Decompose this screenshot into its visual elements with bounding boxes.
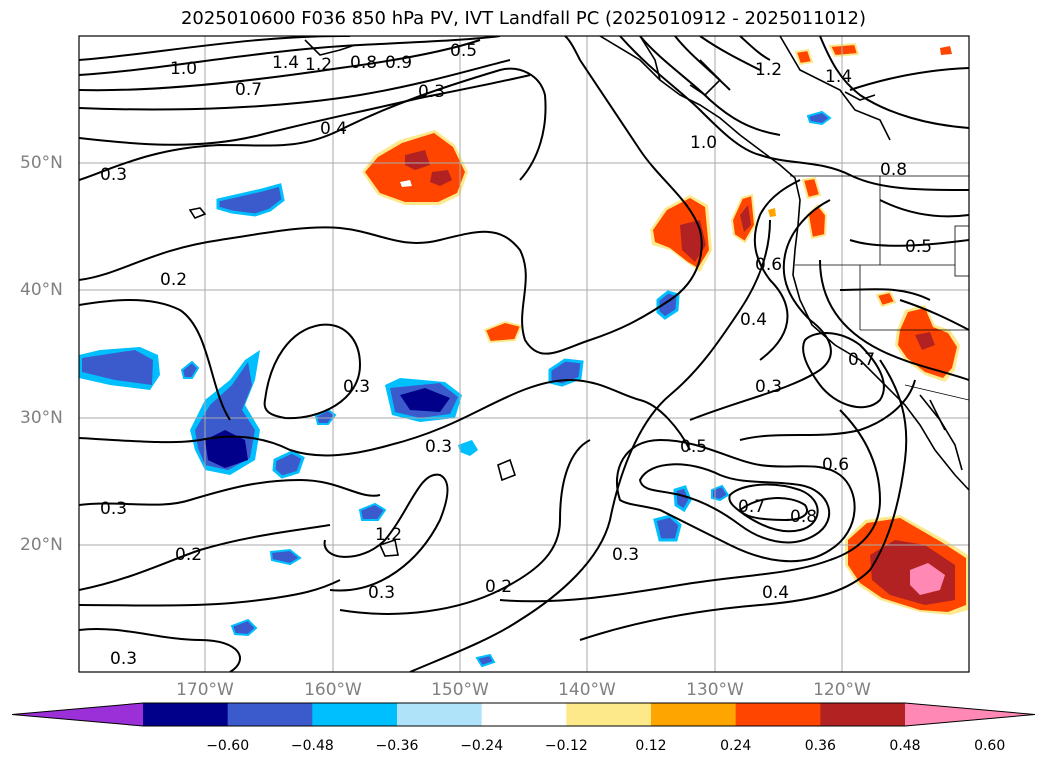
contour-label: 0.3 [343,377,370,397]
contour-label: 0.9 [385,53,412,73]
contour-label: 0.3 [100,165,127,185]
contour-label: 0.4 [740,310,767,330]
contour-label: 0.7 [738,497,765,517]
lon-label: 160°W [304,680,362,700]
contour-label: 0.3 [425,437,452,457]
contour-label: 0.3 [110,649,137,669]
colorbar-box [227,703,313,726]
colorbar-box [820,703,906,726]
contour-label: 1.0 [690,133,717,153]
contour-label: 0.8 [790,507,817,527]
neg-patch-north [216,183,285,217]
contour-label: 0.3 [612,545,639,565]
contour-label: 0.3 [100,499,127,519]
colorbar-tick-label: 0.48 [889,738,921,754]
contour-label: 0.5 [905,237,932,257]
colorbar-tick-label: −0.12 [544,738,588,754]
lon-label: 170°W [176,680,234,700]
lat-label: 50°N [20,153,63,173]
contour-label: 0.6 [822,455,849,475]
contour-label: 1.4 [272,53,299,73]
colorbar-box [143,703,229,726]
colorbar-box [481,703,567,726]
colorbar-tick-label: −0.48 [290,738,334,754]
pv-contours [79,36,969,672]
colorbar-tick-label: 0.12 [635,738,667,754]
map-title: 2025010600 F036 850 hPa PV, IVT Landfall… [180,8,867,29]
political-borders [790,175,969,401]
contour-label: 0.8 [350,53,377,73]
contour-label: 1.2 [305,55,332,75]
lon-label: 120°W [813,680,871,700]
colorbar-extend-low [12,703,143,726]
contour-label: 0.4 [762,583,789,603]
contour-label: 0.7 [848,350,875,370]
colorbar-box [651,703,737,726]
colorbar-box [312,703,398,726]
colorbar-box [566,703,652,726]
lon-label: 140°W [558,680,616,700]
contour-label: 1.2 [375,525,402,545]
contour-label: 0.5 [680,437,707,457]
contour-label: 0.6 [755,255,782,275]
lat-label: 20°N [20,535,63,555]
colorbar-tick-label: −0.60 [206,738,250,754]
map-frame [78,35,970,673]
colorbar-box [397,703,483,726]
colorbar-tick-label: −0.24 [460,738,504,754]
contour-label: 0.2 [175,545,202,565]
lon-label: 150°W [431,680,489,700]
colorbar-tick-label: 0.60 [974,738,1006,754]
colorbar-tick-label: 0.24 [720,738,752,754]
contour-label: 0.3 [368,583,395,603]
colorbar-box [735,703,821,726]
lon-label: 130°W [686,680,744,700]
contour-label: 1.4 [825,67,852,87]
colorbar-tick-label: −0.36 [375,738,419,754]
contour-label: 1.0 [170,59,197,79]
contour-label: 1.2 [755,60,782,80]
colorbar-extend-high [905,703,1035,726]
contour-label: 0.3 [418,82,445,102]
contour-label: 0.3 [755,377,782,397]
colorbar [11,702,1036,727]
contour-label: 0.8 [880,160,907,180]
contour-label: 0.4 [320,119,347,139]
contour-labels: 1.0 0.7 1.4 1.2 0.8 0.9 0.5 0.3 0.4 0.3 … [100,41,932,669]
colorbar-tick-label: 0.36 [804,738,836,754]
colorbar-outline [11,702,1036,727]
shaded-anomaly-patches [79,42,968,668]
lat-label: 30°N [20,408,63,428]
contour-label: 0.7 [235,80,262,100]
contour-label: 0.5 [450,41,477,61]
contour-label: 0.2 [160,270,187,290]
lat-label: 40°N [20,280,63,300]
coastlines [188,36,969,557]
map-plot-area [79,36,969,672]
contour-label: 0.2 [485,577,512,597]
